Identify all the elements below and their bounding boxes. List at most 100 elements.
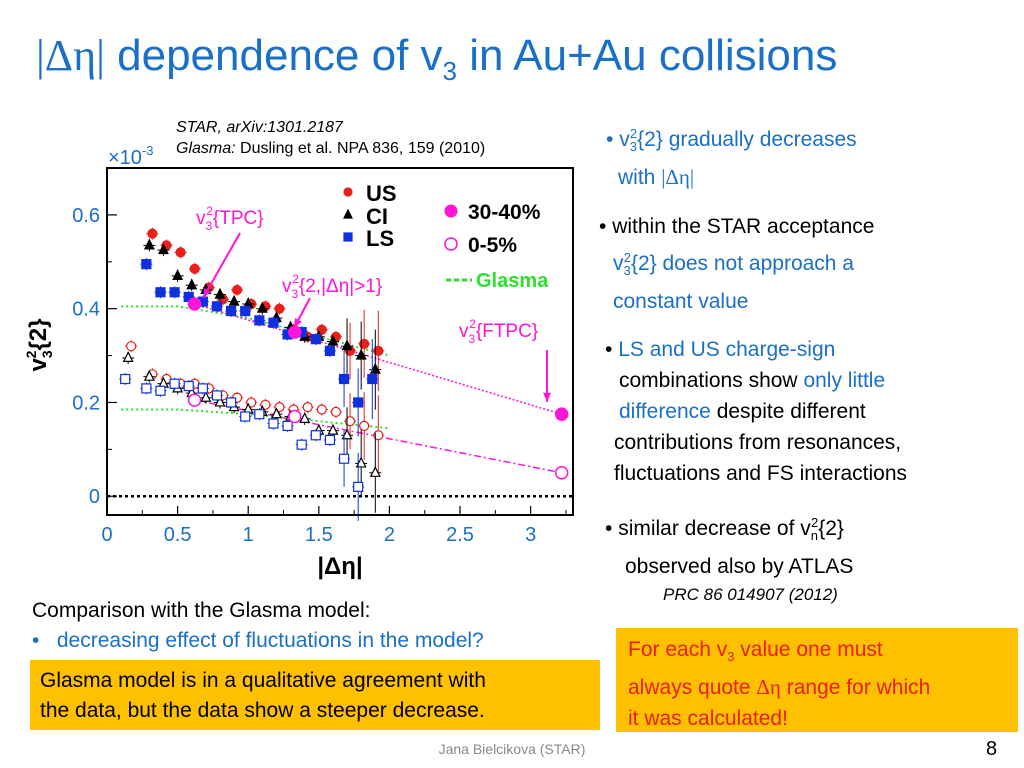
data-point <box>175 247 186 258</box>
data-point <box>143 369 155 381</box>
x-tick-label: 1 <box>243 524 254 546</box>
data-point <box>338 453 350 464</box>
data-point <box>186 278 198 290</box>
y-axis-label: v32{2} <box>23 319 55 372</box>
x-tick-label: 3 <box>525 524 536 546</box>
y-tick-label: 0 <box>89 486 100 508</box>
data-point <box>155 287 166 298</box>
data-point <box>254 409 265 420</box>
data-point <box>211 301 223 312</box>
magenta-point <box>187 393 202 407</box>
data-point <box>240 411 251 422</box>
data-point <box>189 263 200 274</box>
legend-marker <box>444 204 458 218</box>
data-point <box>341 428 353 440</box>
data-point <box>369 362 381 374</box>
data-point <box>143 238 155 250</box>
magenta-point <box>554 407 569 421</box>
legend-marker <box>444 237 458 251</box>
page-number: 8 <box>986 738 998 760</box>
y-multiplier: ×10-3 <box>108 143 154 169</box>
x-tick-label: 2.5 <box>446 524 474 546</box>
data-point <box>169 287 180 298</box>
x-tick-label: 2 <box>384 524 395 546</box>
chart: 0 0.5 1 1.5 2 2.5 3 0 0.2 0.4 0.6 ×10-3 |Δη| v32{2} US… <box>23 143 574 580</box>
title-text-b: in Au+Au collisions <box>457 31 838 80</box>
warning-box: For each v3 value one must always quote … <box>616 628 1018 732</box>
x-tick-label: 0.5 <box>164 524 192 546</box>
data-point <box>327 334 339 346</box>
data-point <box>353 397 364 408</box>
data-point <box>141 259 152 270</box>
data-point <box>225 305 237 317</box>
data-point <box>355 348 367 360</box>
data-point <box>183 380 194 392</box>
comparison-text: Comparison with the Glasma model: • decr… <box>32 599 484 652</box>
magenta-point <box>288 409 302 424</box>
data-point <box>268 418 279 429</box>
data-point <box>343 208 353 219</box>
data-point <box>344 416 356 427</box>
arrow-head <box>543 392 551 402</box>
bullet-1: • v32{2} gradually decreases with |Δη| <box>606 126 857 190</box>
chart-annotation: v32{TPC} <box>196 204 264 233</box>
legend-label: 30-40% <box>468 201 541 224</box>
data-point <box>240 305 251 317</box>
data-point <box>172 269 184 280</box>
arrow-head <box>294 318 302 328</box>
ref-glasma: Glasma: Dusling et al. NPA 836, 159 (201… <box>176 140 486 157</box>
glasma-line <box>121 408 390 430</box>
data-point <box>327 423 339 435</box>
bullet-2: • within the STAR acceptance v32{2} does… <box>599 215 875 314</box>
bullet-3: • LS and US charge-sign combinations sho… <box>605 338 907 485</box>
data-point <box>214 395 226 407</box>
data-point <box>254 315 265 326</box>
y-tick-label: 0.4 <box>72 299 100 321</box>
legend-label: LS <box>366 226 394 251</box>
references: STAR, arXiv:1301.2187 Glasma: Dusling et… <box>176 117 485 159</box>
legend-label: US <box>366 181 397 206</box>
magenta-point <box>554 466 569 480</box>
glasma-line <box>121 305 390 357</box>
title-sub: 3 <box>442 55 457 86</box>
data-point <box>211 390 223 401</box>
footer-author: Jana Bielcikova (STAR) <box>438 741 586 757</box>
plot-frame <box>106 167 574 516</box>
data-point <box>373 345 384 356</box>
data-point <box>169 378 180 389</box>
magenta-point <box>187 297 202 311</box>
annotation-arrow <box>202 232 241 299</box>
data-point <box>126 341 137 352</box>
conclusion-box: Glasma model is in a qualitative agreeme… <box>30 660 600 730</box>
data-point <box>330 406 342 417</box>
data-point <box>268 317 279 328</box>
data-point <box>310 334 321 345</box>
x-tick-label: 1.5 <box>305 524 333 546</box>
data-point <box>299 412 311 423</box>
data-point <box>373 430 384 441</box>
legend-label: CI <box>366 204 388 229</box>
data-point <box>256 301 268 313</box>
data-point <box>316 404 327 415</box>
data-point <box>225 397 237 408</box>
data-point <box>324 434 336 446</box>
data-point <box>197 383 208 394</box>
legend-label: Glasma <box>476 270 549 292</box>
data-point <box>200 390 212 402</box>
data-point <box>270 407 282 419</box>
y-tick-label: 0.2 <box>72 392 100 414</box>
data-point <box>147 228 158 239</box>
data-point <box>343 232 353 242</box>
data-point <box>296 439 307 450</box>
x-axis-label: |Δη| <box>317 553 362 580</box>
data-point <box>355 456 367 468</box>
data-point <box>359 338 370 349</box>
ref-star: STAR, arXiv:1301.2187 <box>176 119 343 136</box>
data-point <box>310 430 321 441</box>
data-point <box>231 284 243 296</box>
data-point <box>228 294 240 306</box>
data-point <box>353 481 364 492</box>
data-point <box>341 339 353 351</box>
bullet-4: • similar decrease of vn2{2} observed al… <box>605 515 854 605</box>
data-point <box>158 243 169 255</box>
